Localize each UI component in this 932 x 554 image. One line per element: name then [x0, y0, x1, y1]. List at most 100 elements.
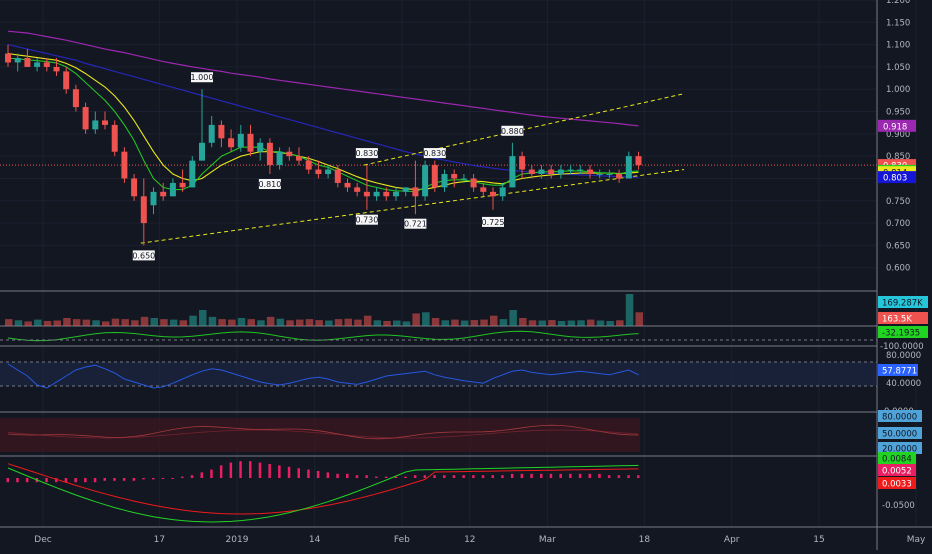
macd-neg-label: -0.0500	[882, 501, 915, 511]
macd-histogram-bar	[472, 475, 475, 478]
price-tick-label: 0.700	[886, 219, 910, 229]
volume-bar	[567, 320, 576, 326]
volume-tag-text: 163.5K	[882, 315, 912, 325]
macd-histogram-bar	[433, 475, 436, 478]
stoch-d-line	[7, 429, 639, 439]
macd-histogram-bar	[452, 475, 456, 478]
volume-bar	[606, 320, 614, 326]
candle-body	[499, 187, 506, 197]
pivot-label-text: 0.730	[355, 216, 378, 225]
macd-histogram-bar	[326, 472, 330, 478]
volume-bar	[625, 294, 634, 326]
time-tick-label: Dec	[34, 535, 51, 545]
pivot-label-box	[355, 214, 378, 225]
volume-bar	[363, 315, 372, 326]
macd-histogram-bar	[307, 469, 310, 478]
macd-histogram-bar	[559, 473, 562, 478]
indicator1-bottom-label: -100.0000	[880, 342, 924, 352]
candle-body	[82, 107, 89, 130]
macd-histogram-bar	[375, 476, 378, 478]
candle-body	[218, 124, 225, 139]
volume-bar	[237, 318, 246, 326]
pivot-label-text: 0.725	[482, 218, 505, 227]
candles[interactable]	[5, 44, 642, 246]
candle-body	[247, 133, 254, 152]
macd-histogram-bar	[627, 475, 630, 478]
time-tick-label: 2019	[226, 535, 249, 545]
volume-bar	[218, 319, 226, 326]
volume-bar	[34, 319, 42, 326]
volume-bar	[548, 320, 556, 326]
candle-body	[102, 120, 108, 125]
macd-histogram-bar	[384, 476, 388, 478]
price-tick-label: 0.650	[886, 241, 910, 251]
pivot-label-text: 0.830	[423, 149, 446, 158]
macd-histogram-bar	[93, 478, 97, 483]
candle-body	[373, 191, 380, 197]
price-axis[interactable]: 1.200 1.150 1.100 1.050 1.000 0.950 0.900 0.850…	[878, 0, 928, 511]
pivot-label: 1.000	[191, 72, 213, 83]
volume-bar	[43, 320, 52, 326]
macd-histogram-bar	[598, 473, 601, 478]
candle-body	[111, 124, 118, 152]
stoch-tag-text: 80.0000	[882, 413, 917, 423]
candle-body	[538, 169, 545, 174]
macd-histogram-bar	[219, 465, 223, 478]
volume-bar	[247, 319, 255, 326]
stoch-tag-box	[878, 410, 922, 422]
volume-bar	[92, 320, 100, 326]
candle-body	[490, 191, 496, 197]
volume-bar	[305, 319, 314, 326]
macd-tag: 0.0084	[878, 452, 916, 465]
pivot-labels: 1.000 0.810 0.830 0.830 0.880 0.650 0.730 0.721…	[132, 72, 524, 261]
rsi-tag: 57.8771	[878, 364, 918, 377]
candle-body	[179, 182, 186, 188]
candle-body	[131, 178, 138, 197]
time-tick-label: 15	[813, 535, 824, 545]
macd-tag-text: 0.0052	[882, 467, 912, 477]
volume-bar	[276, 318, 285, 326]
volume-bar	[344, 318, 352, 326]
volume-bar	[596, 320, 605, 326]
macd-tag: 0.0052	[878, 464, 916, 477]
volume-bar	[383, 320, 391, 326]
volume-bar	[82, 319, 91, 326]
pivot-label-text: 0.650	[132, 251, 155, 260]
time-tick-label: Mar	[539, 535, 556, 545]
macd-histogram-bar	[161, 478, 165, 479]
macd-histogram-bar	[278, 465, 281, 478]
volume-bar	[72, 319, 81, 326]
ema-yellow-line	[7, 52, 639, 191]
macd-histogram-bar	[569, 473, 572, 478]
candle-body	[296, 156, 302, 161]
macd-histogram-bar	[297, 468, 300, 478]
candle-body	[276, 151, 283, 166]
pivot-label-text: 0.810	[258, 180, 281, 189]
candle-body	[43, 62, 50, 67]
macd-histogram-bar	[171, 478, 174, 479]
candle-body	[305, 160, 312, 170]
volume-bar	[199, 310, 207, 326]
candle-body	[334, 169, 341, 183]
pivot-label: 0.721	[404, 218, 427, 229]
pivot-label: 0.730	[355, 214, 378, 225]
macd-histogram-bar	[394, 476, 397, 478]
macd-histogram-bar	[152, 478, 155, 480]
candle-body	[5, 53, 11, 63]
candle-body	[325, 169, 332, 174]
macd-histogram-bar	[25, 478, 29, 483]
volume-bar	[315, 320, 323, 326]
volume-bar	[460, 320, 469, 326]
volume-bar	[257, 320, 265, 326]
price-scale-tag: 0.803	[878, 171, 916, 184]
volume-bar	[169, 319, 178, 326]
time-tick-label: 14	[309, 535, 321, 545]
time-axis[interactable]: Dec 17 2019 14 Feb 12 Mar 18 Apr 15 May	[34, 535, 926, 545]
time-tick-label: Feb	[394, 535, 410, 545]
time-tick-label: 12	[464, 535, 475, 545]
stoch-tag-text: 50.0000	[882, 430, 917, 440]
trend-lower	[140, 169, 685, 244]
